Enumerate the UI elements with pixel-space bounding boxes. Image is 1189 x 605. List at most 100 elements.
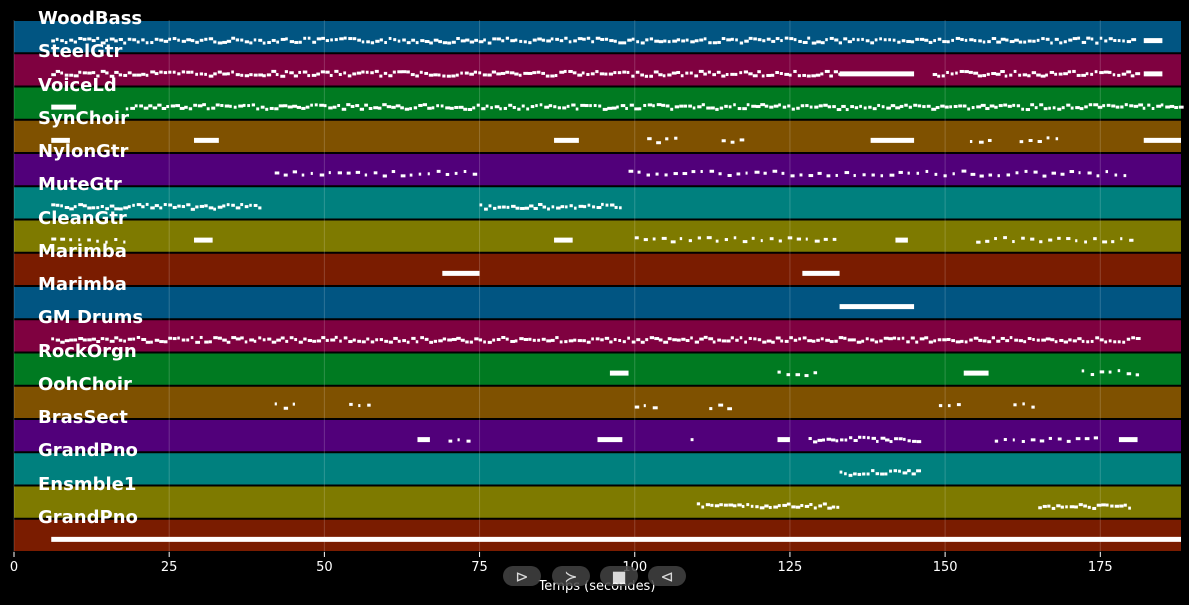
- note: [1108, 339, 1112, 343]
- note: [688, 239, 692, 243]
- note: [971, 106, 975, 110]
- note: [1086, 36, 1091, 40]
- note: [622, 340, 626, 344]
- note: [985, 239, 990, 243]
- play-icon[interactable]: ⊳: [503, 566, 541, 586]
- note: [460, 338, 465, 342]
- note: [482, 73, 487, 77]
- note: [848, 473, 853, 477]
- note: [1084, 437, 1090, 441]
- note: [871, 469, 875, 473]
- note: [258, 73, 264, 77]
- note: [964, 340, 968, 344]
- note: [195, 340, 201, 344]
- note: [706, 236, 712, 240]
- note: [733, 236, 737, 240]
- note: [301, 106, 306, 110]
- note: [980, 103, 986, 107]
- note: [554, 74, 558, 78]
- note: [982, 40, 986, 44]
- note: [679, 237, 683, 241]
- note: [204, 204, 208, 208]
- note: [1005, 38, 1009, 42]
- note: [132, 337, 136, 341]
- note: [1143, 137, 1181, 143]
- note: [1077, 337, 1082, 341]
- note: [892, 336, 897, 340]
- note: [895, 237, 908, 243]
- note: [817, 171, 822, 175]
- note: [253, 203, 258, 207]
- note: [262, 74, 266, 78]
- track-label: GrandPno: [38, 506, 138, 528]
- note: [636, 338, 641, 342]
- note: [275, 73, 279, 77]
- note: [1050, 41, 1053, 45]
- note: [1042, 174, 1047, 178]
- note: [807, 36, 811, 40]
- note: [832, 237, 837, 241]
- next-icon[interactable]: ≻: [552, 566, 590, 586]
- note: [105, 71, 109, 75]
- back-icon[interactable]: ⊲: [648, 566, 686, 586]
- note: [831, 438, 836, 442]
- note: [512, 105, 516, 109]
- note: [712, 73, 716, 77]
- note: [1068, 38, 1073, 42]
- note: [759, 506, 765, 510]
- note: [1126, 70, 1132, 74]
- note: [635, 70, 640, 74]
- note: [1075, 106, 1080, 110]
- note: [573, 338, 577, 342]
- note: [599, 72, 605, 76]
- note: [667, 337, 672, 341]
- note: [653, 70, 659, 74]
- track-label: CleanGtr: [38, 207, 127, 229]
- track-label: SynChoir: [38, 107, 129, 129]
- note: [814, 239, 820, 243]
- note: [634, 107, 640, 111]
- note: [1090, 72, 1094, 76]
- note: [717, 338, 722, 342]
- note: [793, 338, 798, 342]
- note: [208, 340, 212, 344]
- note: [661, 236, 667, 240]
- note: [617, 71, 622, 75]
- stop-icon[interactable]: ■: [600, 566, 638, 586]
- x-tick-label: 75: [471, 560, 488, 575]
- note: [550, 74, 555, 78]
- note: [976, 240, 981, 244]
- note: [613, 39, 617, 43]
- note: [820, 337, 824, 341]
- note: [1151, 106, 1155, 110]
- note: [409, 107, 412, 111]
- note: [118, 73, 123, 77]
- note: [701, 505, 705, 509]
- note: [1045, 73, 1048, 77]
- note: [620, 104, 626, 108]
- note: [519, 39, 523, 43]
- note: [823, 237, 828, 241]
- note: [355, 104, 360, 108]
- note: [1093, 436, 1099, 440]
- note: [1115, 105, 1120, 109]
- note: [69, 238, 73, 242]
- note: [397, 39, 401, 43]
- note: [1021, 107, 1025, 111]
- note: [937, 338, 942, 342]
- note: [82, 338, 87, 342]
- note: [64, 41, 68, 45]
- note: [330, 38, 333, 42]
- note: [114, 39, 118, 43]
- note: [337, 104, 341, 108]
- note: [514, 38, 518, 42]
- note: [916, 171, 920, 175]
- note: [658, 73, 663, 77]
- note: [1099, 71, 1104, 75]
- note: [1000, 70, 1005, 74]
- note: [1003, 236, 1007, 240]
- note: [377, 106, 382, 110]
- note: [1174, 106, 1178, 110]
- note: [208, 37, 214, 41]
